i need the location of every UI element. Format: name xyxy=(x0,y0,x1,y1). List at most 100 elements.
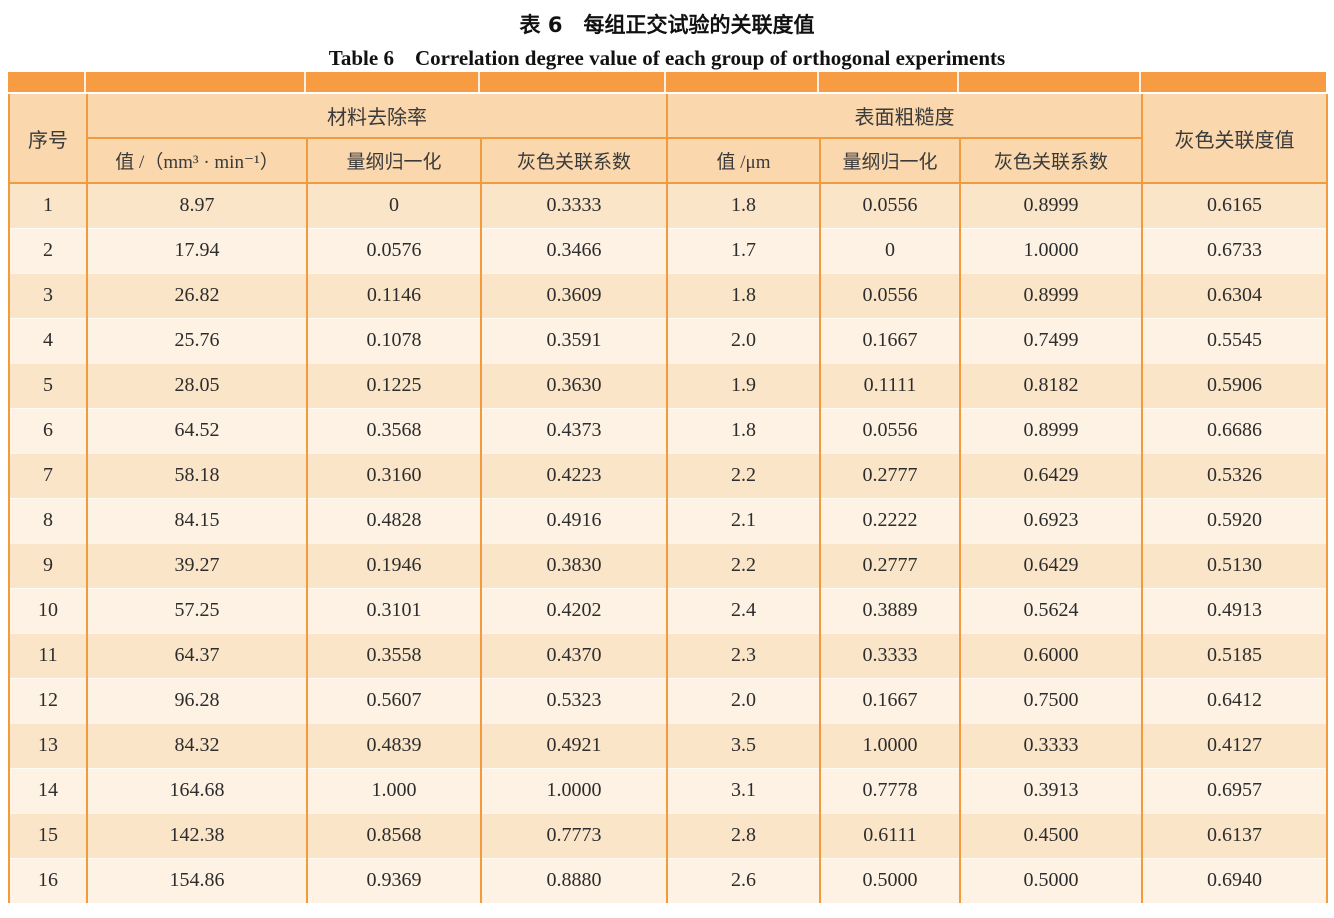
accent-bar-segment xyxy=(1141,72,1326,92)
table-cell: 2.8 xyxy=(666,812,820,858)
table-cell: 0.5130 xyxy=(1141,542,1328,588)
table-cell: 0.0556 xyxy=(819,272,960,318)
table-cell: 154.86 xyxy=(86,857,307,903)
table-cell: 1.9 xyxy=(666,362,820,408)
table-cell: 0.8568 xyxy=(306,812,481,858)
table-cell: 0.3630 xyxy=(480,362,667,408)
table-cell: 1.000 xyxy=(306,767,481,813)
table-cell: 1 xyxy=(8,183,87,228)
table-cell: 0.3568 xyxy=(306,407,481,453)
header-mrr-value: 值 /（mm³ · min⁻¹） xyxy=(86,138,307,184)
table-cell: 0.6304 xyxy=(1141,272,1328,318)
table-cell: 2.0 xyxy=(666,317,820,363)
table-cell: 0.3830 xyxy=(480,542,667,588)
table-cell: 7 xyxy=(8,452,87,498)
table-cell: 0.3913 xyxy=(959,767,1142,813)
table-cell: 1.8 xyxy=(666,272,820,318)
table-row: 7 58.18 0.3160 0.4223 2.2 0.2777 0.6429 0.5326 xyxy=(8,452,1328,498)
table-cell: 96.28 xyxy=(86,677,307,723)
table-row: 2 17.94 0.0576 0.3466 1.7 0 1.0000 0.6733 xyxy=(8,227,1328,273)
table-cell: 0.3889 xyxy=(819,587,960,633)
table-cell: 0.5326 xyxy=(1141,452,1328,498)
table-cell: 0.4916 xyxy=(480,497,667,543)
table-cell: 0 xyxy=(306,183,481,228)
table-cell: 0.7499 xyxy=(959,317,1142,363)
header-ra-normalized: 量纲归一化 xyxy=(819,138,960,184)
table-title-english: Table 6 Correlation degree value of each… xyxy=(328,46,1006,70)
table-cell: 14 xyxy=(8,767,87,813)
accent-bar-segment xyxy=(819,72,959,92)
table-cell: 3 xyxy=(8,272,87,318)
table-title-chinese: 表 6 每组正交试验的关联度值 xyxy=(519,13,815,37)
table-cell: 15 xyxy=(8,812,87,858)
table-cell: 0.1078 xyxy=(306,317,481,363)
table-cell: 13 xyxy=(8,722,87,768)
table-cell: 2.2 xyxy=(666,542,820,588)
table-cell: 16 xyxy=(8,857,87,903)
table-cell: 0.6429 xyxy=(959,452,1142,498)
table-cell: 0.4913 xyxy=(1141,587,1328,633)
table-cell: 1.0000 xyxy=(819,722,960,768)
table-cell: 0.2777 xyxy=(819,452,960,498)
table-cell: 0.6923 xyxy=(959,497,1142,543)
table-cell: 6 xyxy=(8,407,87,453)
table-cell: 0.3558 xyxy=(306,632,481,678)
table-cell: 2.6 xyxy=(666,857,820,903)
table-cell: 0.5185 xyxy=(1141,632,1328,678)
table-cell: 0.2222 xyxy=(819,497,960,543)
table-cell: 0.4127 xyxy=(1141,722,1328,768)
table-cell: 0.6165 xyxy=(1141,183,1328,228)
table-cell: 0.2777 xyxy=(819,542,960,588)
table-cell: 0.1946 xyxy=(306,542,481,588)
table-cell: 0.6000 xyxy=(959,632,1142,678)
table-row: 9 39.27 0.1946 0.3830 2.2 0.2777 0.6429 0.5130 xyxy=(8,542,1328,588)
table-cell: 0.4500 xyxy=(959,812,1142,858)
table-cell: 1.0000 xyxy=(959,227,1142,273)
table-cell: 0.4828 xyxy=(306,497,481,543)
table-cell: 0.6940 xyxy=(1141,857,1328,903)
table-cell: 0.0556 xyxy=(819,407,960,453)
table-cell: 164.68 xyxy=(86,767,307,813)
table-row: 11 64.37 0.3558 0.4370 2.3 0.3333 0.6000 0.5185 xyxy=(8,632,1328,678)
accent-bar-segment xyxy=(666,72,819,92)
table-cell: 0.6137 xyxy=(1141,812,1328,858)
header-group-material-removal-rate: 材料去除率 xyxy=(86,94,667,139)
table-cell: 0.7778 xyxy=(819,767,960,813)
table-cell: 0.5000 xyxy=(959,857,1142,903)
table-cell: 39.27 xyxy=(86,542,307,588)
header-group-surface-roughness: 表面粗糙度 xyxy=(666,94,1142,139)
table-cell: 1.7 xyxy=(666,227,820,273)
table-cell: 2.0 xyxy=(666,677,820,723)
table-cell: 5 xyxy=(8,362,87,408)
accent-bar-segment xyxy=(306,72,480,92)
header-grey-correlation-degree: 灰色关联度值 xyxy=(1141,94,1328,184)
accent-bar-segment xyxy=(959,72,1141,92)
table-row: 6 64.52 0.3568 0.4373 1.8 0.0556 0.8999 0.6686 xyxy=(8,407,1328,453)
table-cell: 0.4223 xyxy=(480,452,667,498)
table-cell: 0.3333 xyxy=(480,183,667,228)
table-cell: 3.1 xyxy=(666,767,820,813)
table-cell: 1.0000 xyxy=(480,767,667,813)
header-mrr-normalized: 量纲归一化 xyxy=(306,138,481,184)
table-cell: 0.8880 xyxy=(480,857,667,903)
table-row: 10 57.25 0.3101 0.4202 2.4 0.3889 0.5624 0.4913 xyxy=(8,587,1328,633)
table-cell: 64.37 xyxy=(86,632,307,678)
accent-bar-segment xyxy=(480,72,666,92)
table-cell: 4 xyxy=(8,317,87,363)
table-cell: 0.0576 xyxy=(306,227,481,273)
table-row: 16 154.86 0.9369 0.8880 2.6 0.5000 0.5000 0.694… xyxy=(8,857,1328,903)
table-cell: 2 xyxy=(8,227,87,273)
table-header: 序号 材料去除率 表面粗糙度 灰色关联度值 值 /（mm³ · min⁻¹） 量… xyxy=(8,94,1328,184)
table-row: 3 26.82 0.1146 0.3609 1.8 0.0556 0.8999 0.6304 xyxy=(8,272,1328,318)
table-cell: 0.3333 xyxy=(819,632,960,678)
table-cell: 0.8182 xyxy=(959,362,1142,408)
table-cell: 0.5545 xyxy=(1141,317,1328,363)
table-cell: 3.5 xyxy=(666,722,820,768)
table-row: 8 84.15 0.4828 0.4916 2.1 0.2222 0.6923 0.5920 xyxy=(8,497,1328,543)
table-cell: 58.18 xyxy=(86,452,307,498)
table-cell: 0.5000 xyxy=(819,857,960,903)
table-cell: 0.8999 xyxy=(959,407,1142,453)
table-cell: 0.4373 xyxy=(480,407,667,453)
table-cell: 12 xyxy=(8,677,87,723)
